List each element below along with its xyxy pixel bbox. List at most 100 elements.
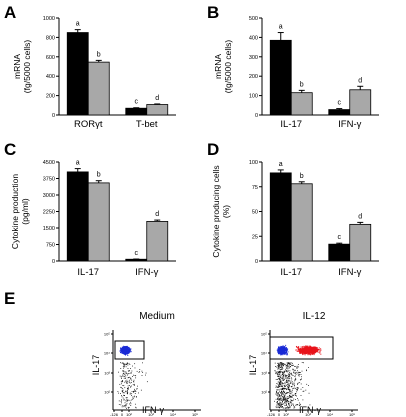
bar [290,92,313,116]
event-dot [119,349,121,351]
significance-letter: a [279,161,283,168]
event-dot [124,349,126,351]
event-dot [278,362,280,364]
category-label: IL-17 [280,119,302,130]
event-dot [283,403,285,405]
event-dot [284,401,286,403]
event-dot [296,368,298,369]
event-dot [278,374,280,376]
event-dot [284,402,286,404]
event-dot [281,407,283,408]
event-dot [282,367,284,369]
event-dot [285,398,287,400]
event-dot [122,351,124,353]
event-dot [288,404,290,405]
event-dot [124,405,126,407]
event-dot [303,362,304,364]
event-dot [276,393,278,395]
event-dot [289,363,291,365]
event-dot [123,367,125,369]
event-dot [282,362,283,364]
event-dot [124,381,126,383]
bar [328,243,351,262]
flow-x-tick-label: -126 [267,412,276,417]
event-dot [288,396,290,398]
event-dot [278,403,280,405]
event-dot [304,350,306,352]
event-dot [123,392,124,394]
event-dot [308,348,310,350]
event-dot [310,348,312,350]
event-dot [283,383,285,385]
event-dot [287,373,289,375]
event-dot [126,346,128,348]
event-dot [126,373,127,374]
event-dot [286,370,287,371]
event-dot [288,372,290,373]
event-dot [306,346,308,348]
event-dot [295,371,297,373]
event-dot [286,371,288,373]
event-dot [286,354,288,356]
event-dot [279,395,281,397]
event-dot [128,373,129,375]
event-dot [310,354,312,356]
event-dot [285,399,287,401]
event-dot [276,395,278,396]
event-dot [275,373,277,375]
event-dot [291,374,293,376]
event-dot [285,349,287,351]
event-dot [280,396,282,398]
event-dot [130,401,132,403]
event-dot [282,387,283,389]
event-dot [284,399,286,401]
event-dot [142,372,144,373]
event-dot [279,373,281,375]
event-dot [133,396,135,398]
y-tick-label: 200 [46,94,55,100]
event-dot [279,368,281,370]
event-dot [126,350,128,352]
event-dot [283,347,285,349]
event-dot [289,373,291,374]
event-dot [122,391,123,392]
event-dot [121,390,123,392]
event-dot [126,364,128,366]
event-dot [121,346,123,348]
event-dot [136,388,138,390]
event-dot [282,375,284,377]
event-dot [125,404,127,406]
event-dot [287,370,289,372]
event-dot [281,378,283,380]
event-dot [285,368,287,370]
event-dot [281,353,283,355]
event-dot [290,383,291,384]
event-dot [276,407,278,409]
event-dot [284,349,286,351]
event-dot [294,385,295,387]
event-dot [283,392,285,394]
bar [87,182,110,262]
event-dot [276,383,278,384]
event-dot [289,363,291,365]
event-dot [300,346,302,348]
event-dot [284,347,286,349]
event-dot [285,393,287,394]
event-dot [306,348,308,350]
event-dot [281,362,283,364]
y-axis-label-line: (fg/5000 cells) [223,40,233,94]
event-dot [277,401,278,403]
event-dot [277,375,279,377]
event-dot [284,404,286,406]
event-dot [123,375,125,377]
event-dot [289,403,291,405]
event-dot [284,346,286,348]
event-dot [125,404,127,406]
significance-letter: a [76,21,80,28]
event-dot [301,370,303,372]
event-dot [313,352,315,354]
event-dot [306,347,308,349]
flow-y-tick-label: 10⁴ [261,351,267,356]
event-dot [122,385,124,386]
